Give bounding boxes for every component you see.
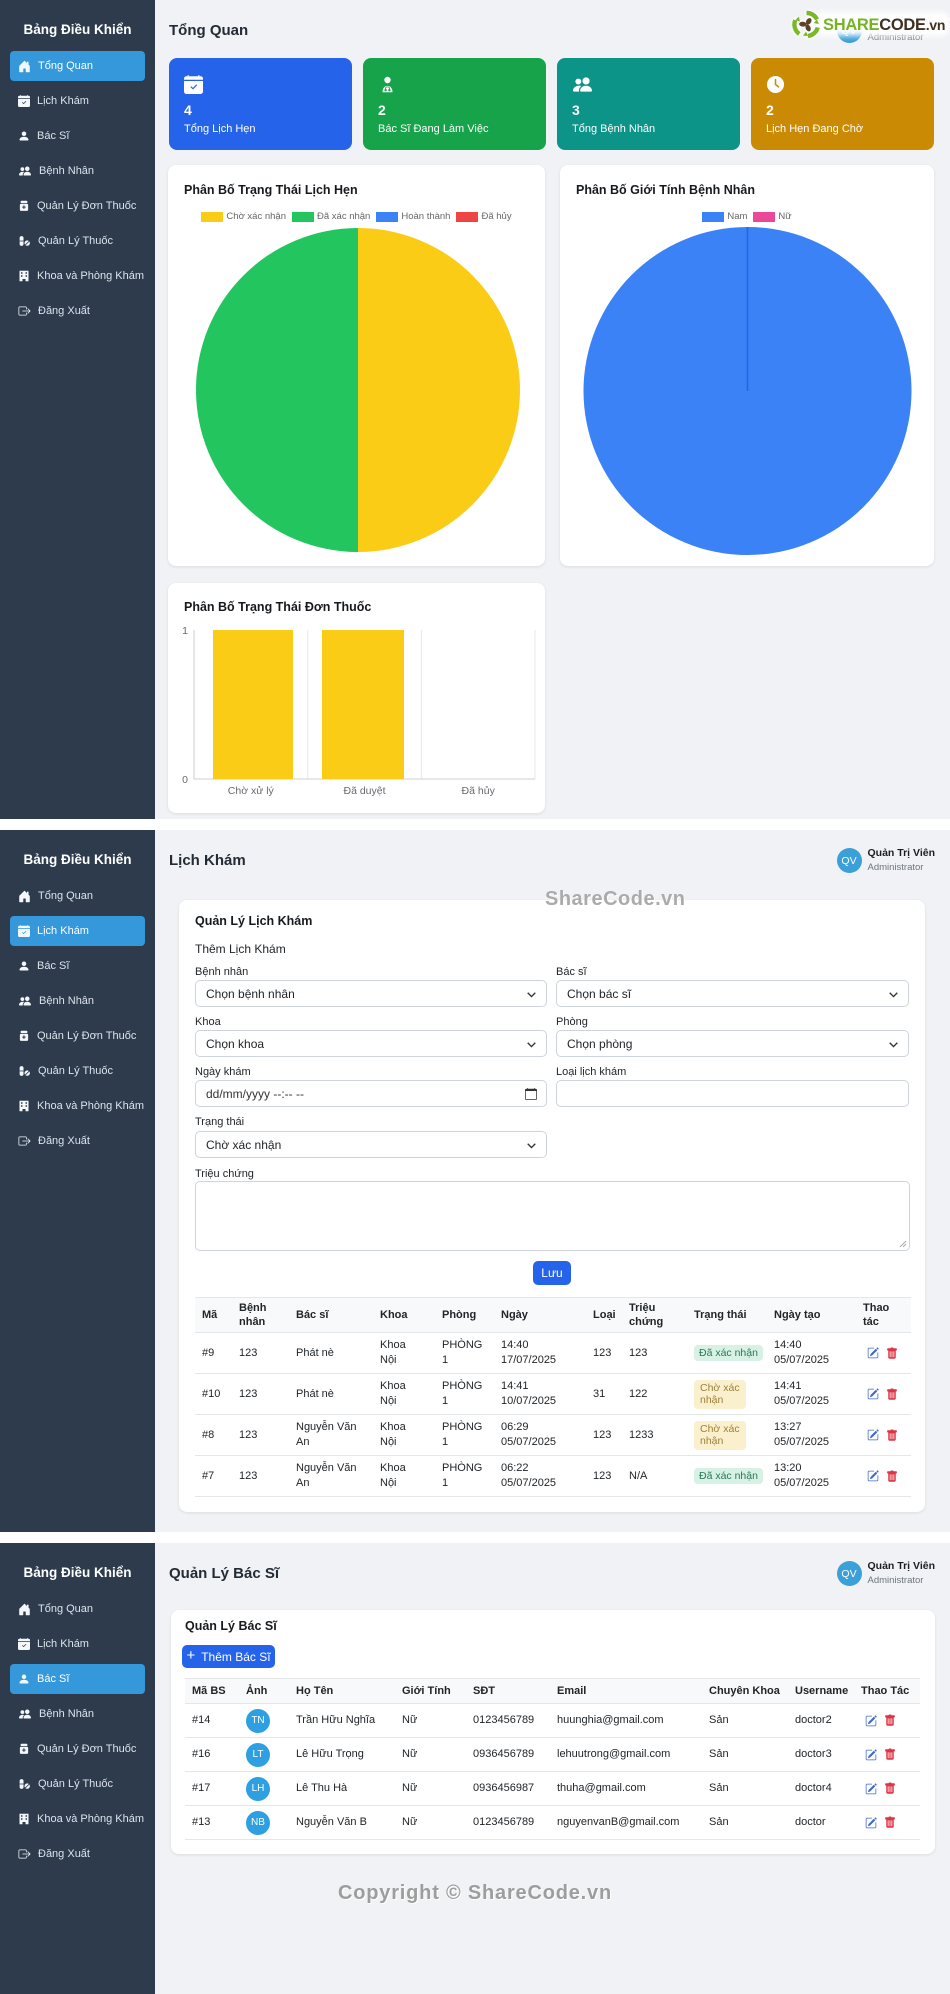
svg-text:1: 1 bbox=[182, 625, 188, 637]
svg-text:Chờ xử lý: Chờ xử lý bbox=[228, 785, 275, 797]
svg-text:Đã duyệt: Đã duyệt bbox=[343, 785, 385, 797]
svg-text:0: 0 bbox=[182, 774, 188, 786]
svg-text:Đã hủy: Đã hủy bbox=[462, 785, 496, 797]
